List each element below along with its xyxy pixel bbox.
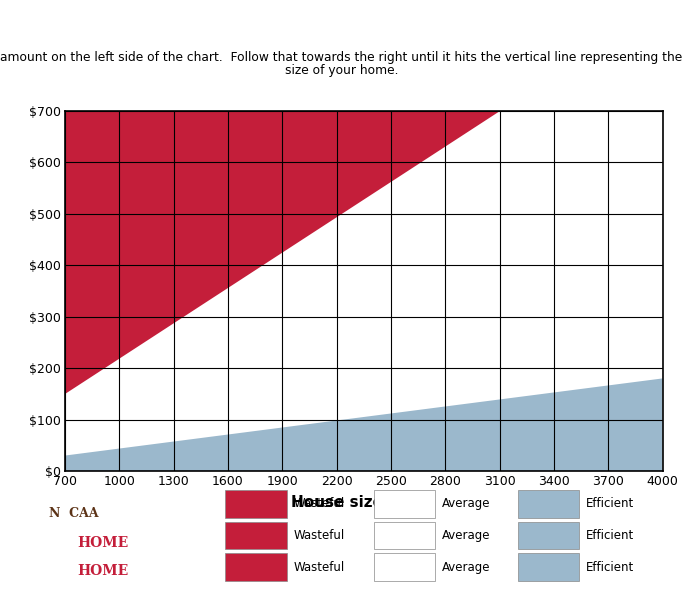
Bar	[374, 553, 435, 581]
Text: Wasteful: Wasteful	[293, 529, 344, 542]
Text: Efficient: Efficient	[586, 497, 635, 511]
Text: HOME: HOME	[76, 564, 128, 578]
Bar	[225, 553, 287, 581]
Polygon shape	[65, 111, 499, 394]
Bar	[374, 521, 435, 550]
Bar	[518, 521, 579, 550]
Text: amount on the left side of the chart.  Follow that towards the right until it hi: amount on the left side of the chart. Fo…	[1, 51, 682, 64]
Bar	[518, 553, 579, 581]
Text: Wasteful: Wasteful	[293, 497, 344, 511]
X-axis label: House size (sqft): House size (sqft)	[292, 495, 436, 510]
Text: size of your home.: size of your home.	[285, 64, 398, 77]
Text: N  CAA: N CAA	[49, 507, 98, 520]
Polygon shape	[65, 379, 663, 471]
Text: Efficient: Efficient	[586, 560, 635, 574]
Text: Wasteful: Wasteful	[293, 560, 344, 574]
Text: Efficient: Efficient	[586, 529, 635, 542]
Bar	[225, 521, 287, 550]
Text: Average: Average	[442, 497, 490, 511]
Text: Average: Average	[442, 529, 490, 542]
Text: HOME: HOME	[76, 536, 128, 550]
Text: Average: Average	[442, 560, 490, 574]
Bar	[518, 490, 579, 518]
Bar	[374, 490, 435, 518]
Bar	[225, 490, 287, 518]
